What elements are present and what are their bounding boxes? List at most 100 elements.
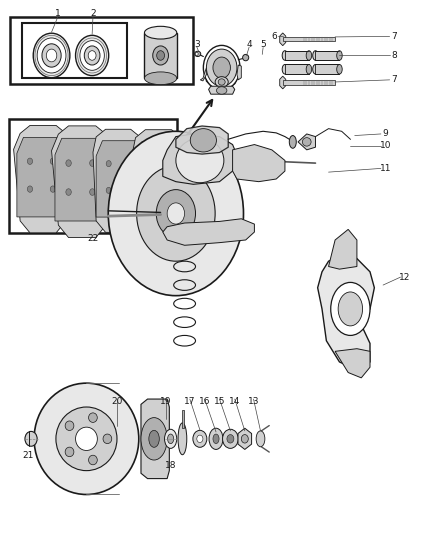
Ellipse shape xyxy=(226,434,233,443)
Polygon shape xyxy=(206,49,238,77)
Ellipse shape xyxy=(212,57,230,78)
Ellipse shape xyxy=(65,421,74,431)
Ellipse shape xyxy=(34,383,138,495)
Ellipse shape xyxy=(106,160,111,167)
Ellipse shape xyxy=(164,429,177,448)
Polygon shape xyxy=(232,144,284,182)
Ellipse shape xyxy=(169,163,174,168)
Ellipse shape xyxy=(27,186,32,192)
Ellipse shape xyxy=(88,455,97,465)
Ellipse shape xyxy=(282,51,287,60)
Text: 8: 8 xyxy=(390,51,396,60)
Ellipse shape xyxy=(305,51,311,60)
Text: 13: 13 xyxy=(247,397,259,406)
Text: 17: 17 xyxy=(184,397,195,406)
Ellipse shape xyxy=(208,428,223,449)
Text: 12: 12 xyxy=(398,272,410,281)
Ellipse shape xyxy=(56,407,117,471)
Polygon shape xyxy=(317,256,374,370)
Text: 10: 10 xyxy=(378,141,390,150)
Bar xyxy=(22,23,127,78)
Text: 11: 11 xyxy=(378,164,390,173)
Ellipse shape xyxy=(108,131,243,296)
Ellipse shape xyxy=(282,64,287,74)
Ellipse shape xyxy=(27,158,32,165)
Polygon shape xyxy=(176,126,228,154)
Ellipse shape xyxy=(178,423,186,455)
Polygon shape xyxy=(162,134,237,184)
Text: 7: 7 xyxy=(390,75,396,84)
Ellipse shape xyxy=(75,427,97,450)
Ellipse shape xyxy=(195,52,198,55)
Ellipse shape xyxy=(152,46,168,65)
Bar xyxy=(9,119,177,233)
Ellipse shape xyxy=(148,430,159,447)
Ellipse shape xyxy=(242,54,248,61)
Ellipse shape xyxy=(84,46,100,65)
Ellipse shape xyxy=(167,434,173,443)
Text: 22: 22 xyxy=(87,235,99,244)
Ellipse shape xyxy=(337,292,362,326)
Polygon shape xyxy=(17,138,66,217)
Ellipse shape xyxy=(65,447,74,457)
Ellipse shape xyxy=(192,430,206,447)
Ellipse shape xyxy=(203,45,240,90)
Polygon shape xyxy=(279,76,285,89)
Polygon shape xyxy=(96,141,143,217)
Polygon shape xyxy=(279,33,285,46)
Ellipse shape xyxy=(215,77,228,87)
Ellipse shape xyxy=(336,64,342,74)
Bar xyxy=(282,80,334,85)
Ellipse shape xyxy=(66,160,71,166)
Polygon shape xyxy=(297,134,315,150)
Ellipse shape xyxy=(212,434,219,443)
Polygon shape xyxy=(206,51,238,90)
Text: 9: 9 xyxy=(381,130,387,139)
Bar xyxy=(315,51,339,60)
Ellipse shape xyxy=(222,429,238,448)
Text: 5: 5 xyxy=(260,41,265,50)
Ellipse shape xyxy=(216,87,226,94)
Ellipse shape xyxy=(146,190,151,197)
Ellipse shape xyxy=(146,163,151,168)
Ellipse shape xyxy=(156,190,195,237)
Text: 15: 15 xyxy=(213,397,225,406)
Polygon shape xyxy=(328,229,356,269)
Bar xyxy=(284,51,308,60)
Bar xyxy=(284,64,308,74)
Polygon shape xyxy=(200,68,206,81)
Bar xyxy=(315,64,339,74)
Ellipse shape xyxy=(196,435,202,442)
Ellipse shape xyxy=(106,187,111,193)
Ellipse shape xyxy=(50,158,55,165)
Ellipse shape xyxy=(241,434,248,443)
Ellipse shape xyxy=(42,44,61,67)
Ellipse shape xyxy=(88,413,97,423)
Polygon shape xyxy=(208,86,234,94)
Ellipse shape xyxy=(255,431,264,447)
Text: 14: 14 xyxy=(229,397,240,406)
Text: 1: 1 xyxy=(55,9,61,18)
Ellipse shape xyxy=(312,51,318,60)
Ellipse shape xyxy=(194,51,200,56)
Ellipse shape xyxy=(50,186,55,192)
Text: 19: 19 xyxy=(160,397,171,406)
Ellipse shape xyxy=(312,64,318,74)
Polygon shape xyxy=(237,428,251,449)
Polygon shape xyxy=(55,138,106,221)
Ellipse shape xyxy=(89,189,95,196)
Bar xyxy=(10,17,193,84)
Polygon shape xyxy=(135,142,184,221)
Polygon shape xyxy=(93,130,146,232)
Ellipse shape xyxy=(289,135,296,148)
Ellipse shape xyxy=(89,160,95,166)
Text: 4: 4 xyxy=(246,41,251,50)
Text: 21: 21 xyxy=(22,451,33,461)
Ellipse shape xyxy=(141,418,167,460)
Ellipse shape xyxy=(305,64,311,74)
Polygon shape xyxy=(51,126,109,238)
Polygon shape xyxy=(237,65,241,80)
Bar xyxy=(282,37,334,42)
Bar xyxy=(144,33,177,78)
Ellipse shape xyxy=(144,26,177,39)
